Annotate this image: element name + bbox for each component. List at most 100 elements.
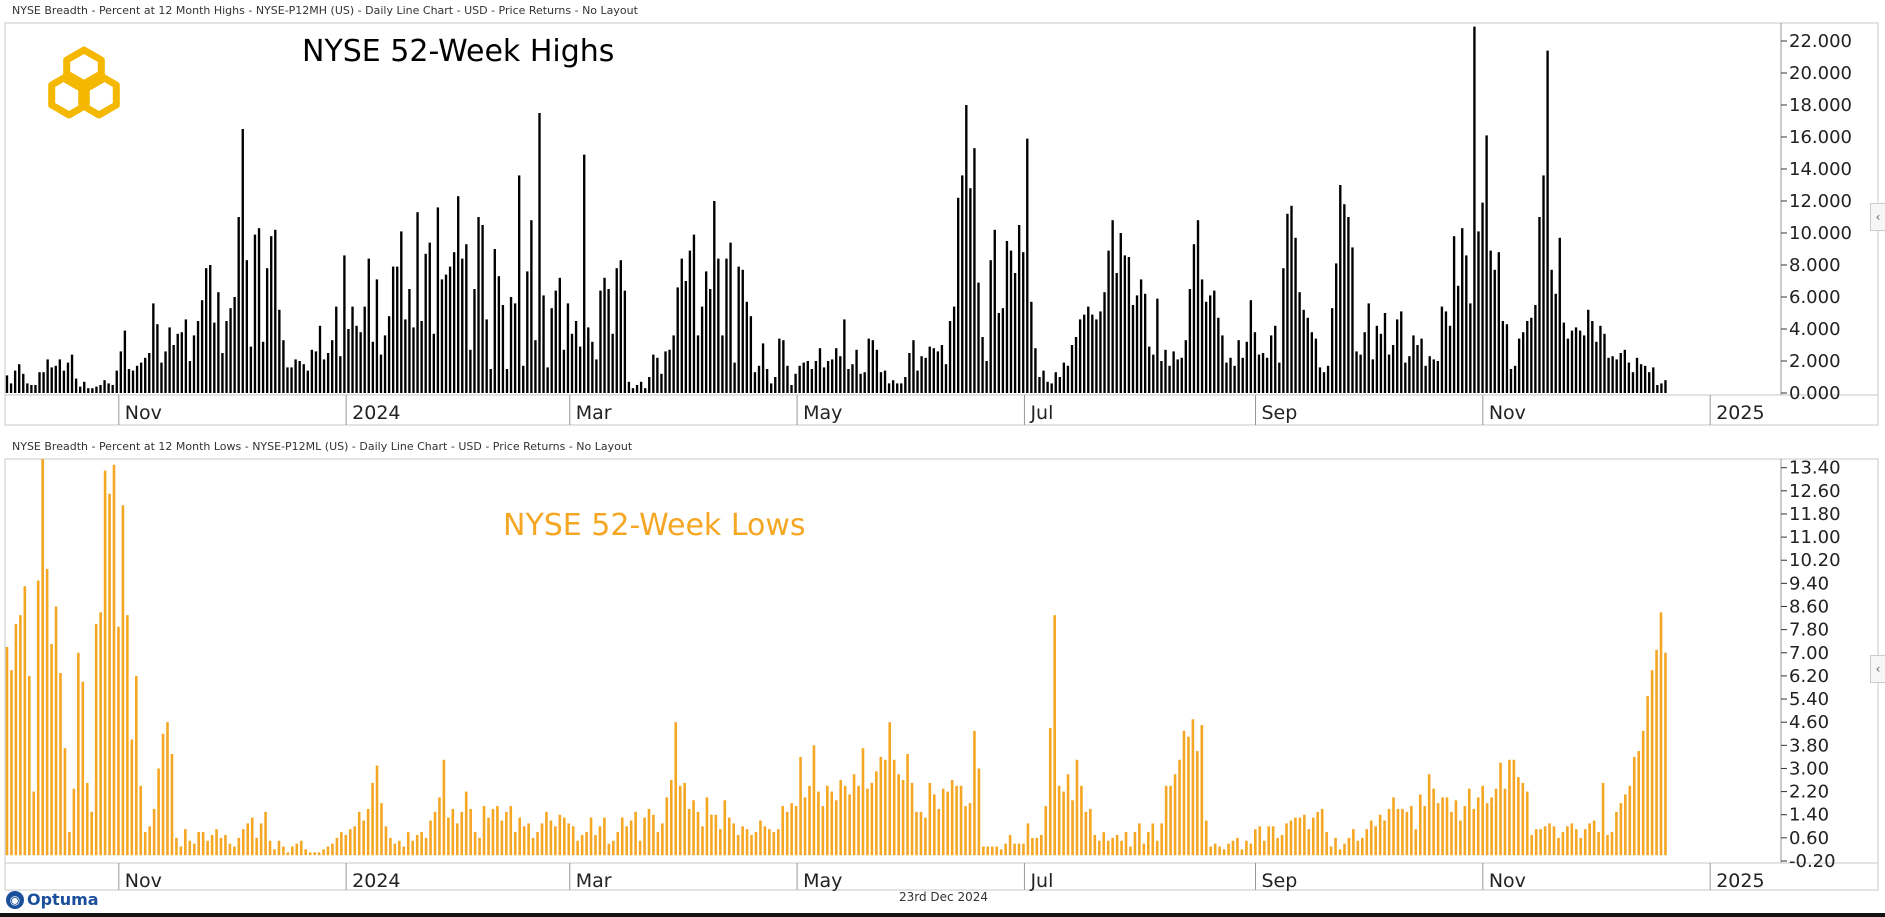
bar xyxy=(412,327,415,393)
bar xyxy=(1282,268,1285,393)
bar xyxy=(1209,846,1213,856)
bar xyxy=(367,258,370,393)
bar xyxy=(34,385,37,393)
bar xyxy=(1241,357,1244,393)
bar xyxy=(30,385,33,393)
bar xyxy=(835,348,838,393)
bar xyxy=(1414,829,1418,856)
bar xyxy=(745,829,749,856)
bar xyxy=(554,826,557,856)
bar xyxy=(1278,362,1281,393)
bar xyxy=(164,351,167,393)
bar xyxy=(977,282,980,393)
bar xyxy=(749,316,753,393)
bar xyxy=(111,385,114,393)
bar xyxy=(424,253,427,393)
bar xyxy=(652,354,655,393)
bar xyxy=(580,834,584,856)
bar xyxy=(701,826,704,856)
y-tick-label: 12.60 xyxy=(1789,481,1841,502)
bar xyxy=(959,785,963,856)
bar xyxy=(727,817,731,856)
x-tick-label: May xyxy=(803,870,842,892)
chart-title: NYSE 52-Week Lows xyxy=(503,508,806,543)
bar xyxy=(993,229,996,393)
bar xyxy=(1178,759,1181,856)
bar xyxy=(28,675,31,856)
bar xyxy=(1396,808,1400,856)
chevron-left-icon[interactable]: ‹ xyxy=(1870,655,1885,683)
bar xyxy=(237,837,241,856)
bar xyxy=(1468,788,1471,856)
bar xyxy=(130,739,134,856)
bar xyxy=(1587,309,1590,393)
bar xyxy=(736,834,740,856)
bar xyxy=(713,201,716,393)
bar xyxy=(1258,826,1262,856)
bar xyxy=(786,365,789,393)
bar-series xyxy=(5,459,1667,856)
bar xyxy=(1338,849,1342,856)
bar xyxy=(989,260,992,393)
bar xyxy=(14,623,18,856)
bar xyxy=(420,832,423,856)
bar xyxy=(473,832,477,856)
bar xyxy=(982,846,985,856)
bar xyxy=(340,832,343,856)
x-tick-label: Jul xyxy=(1029,870,1053,892)
bar xyxy=(210,834,214,856)
bar xyxy=(973,148,976,393)
bar xyxy=(1102,832,1106,856)
bar xyxy=(294,359,297,393)
bar xyxy=(59,673,62,856)
bar xyxy=(944,364,948,393)
bar xyxy=(558,814,562,856)
x-tick-label: Nov xyxy=(1489,402,1526,424)
bar xyxy=(1311,817,1315,856)
bar xyxy=(1245,341,1248,393)
bar xyxy=(1290,205,1293,393)
bar xyxy=(18,364,21,393)
bar xyxy=(806,361,809,393)
bar xyxy=(583,154,586,393)
bar xyxy=(1053,615,1056,856)
bar xyxy=(436,207,440,393)
y-tick-label: 11.80 xyxy=(1789,504,1841,525)
bar xyxy=(964,806,967,856)
bar xyxy=(464,791,468,856)
bar xyxy=(1463,806,1467,856)
bar xyxy=(119,351,122,393)
bar xyxy=(830,791,834,856)
bar xyxy=(625,826,628,856)
bar xyxy=(91,388,94,393)
bar xyxy=(952,306,956,393)
bar xyxy=(253,234,257,393)
bar xyxy=(1627,362,1631,393)
bar xyxy=(5,646,9,856)
bar xyxy=(961,175,964,393)
bar xyxy=(1423,806,1427,856)
bar xyxy=(1595,341,1598,393)
chevron-left-icon[interactable]: ‹ xyxy=(1870,203,1885,231)
bar xyxy=(1009,250,1013,393)
bar xyxy=(1227,843,1230,856)
bar xyxy=(63,748,67,856)
bar xyxy=(1656,385,1659,393)
bar xyxy=(591,341,594,393)
bar xyxy=(977,768,981,856)
bar xyxy=(1607,357,1610,393)
bar xyxy=(1456,285,1460,393)
bar xyxy=(228,843,232,856)
highs-chart[interactable]: 22.000 20.000 18.000 16.000 14.000 12.000 10.0… xyxy=(0,20,1885,430)
bar xyxy=(444,274,448,393)
bar xyxy=(883,759,887,856)
bar xyxy=(995,846,999,856)
bar xyxy=(924,817,927,856)
bar xyxy=(908,353,911,393)
bar xyxy=(1200,279,1204,393)
bar xyxy=(13,370,17,393)
bar xyxy=(696,811,700,856)
bar xyxy=(782,340,785,393)
bar xyxy=(87,388,90,393)
